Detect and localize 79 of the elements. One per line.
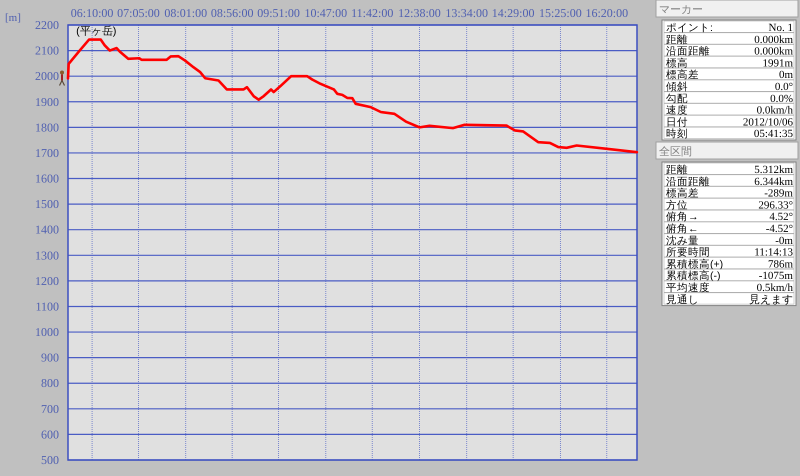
text: 累積標高(+) (666, 257, 724, 270)
y-tick-label: 1900 (35, 94, 59, 109)
text: 4.52° (769, 211, 793, 224)
text: 6.344km (754, 176, 794, 188)
y-tick-label: 2200 (35, 18, 59, 32)
y-tick-label: 900 (41, 350, 59, 365)
text: 0.0% (770, 92, 793, 105)
text: 時刻 (666, 127, 688, 140)
text: 方位 (666, 198, 688, 212)
text: 俯角→ (666, 210, 698, 224)
text: 距離 (666, 34, 688, 46)
text: 日付 (666, 116, 688, 128)
text: 速度 (666, 104, 688, 117)
text: 累積標高(-) (666, 269, 720, 282)
y-tick-label: 1600 (35, 172, 59, 186)
text: -1075m (758, 270, 794, 282)
x-tick-label: 16:20:00 (585, 6, 628, 20)
text: 2012/10/06 (742, 116, 794, 128)
text: 見えます (749, 294, 793, 306)
y-tick-label: 2100 (35, 44, 59, 58)
y-tick-label: 2000 (35, 69, 59, 84)
text: 見通し (666, 292, 699, 306)
text: 勾配 (666, 92, 688, 105)
text: -4.52° (766, 223, 793, 235)
text: 沿面距離 (666, 46, 710, 58)
text: -0m (775, 234, 794, 247)
y-tick-label: 1200 (35, 274, 59, 288)
x-tick-label: 14:29:00 (492, 6, 534, 20)
text: 標高 (666, 56, 688, 70)
text: ポイント: (666, 22, 713, 34)
y-tick-label: 1100 (35, 299, 59, 314)
x-tick-label: 10:47:00 (304, 6, 348, 20)
text: -289m (764, 188, 794, 200)
text: 1991m (762, 57, 794, 70)
y-tick-label: 1000 (35, 325, 59, 340)
x-tick-label: 06:10:00 (70, 6, 114, 20)
y-axis-title: [m] (5, 12, 21, 24)
y-tick-label: 1800 (35, 120, 59, 134)
text: 標高差 (666, 186, 699, 200)
text: 786m (768, 258, 794, 270)
text: 所要時間 (666, 246, 710, 259)
text: 全区間 (659, 146, 692, 158)
y-tick-label: 700 (41, 402, 59, 416)
text: 5.312km (754, 164, 794, 176)
text: No. 1 (768, 22, 793, 34)
x-tick-label: 09:51:00 (257, 6, 300, 20)
x-tick-label: 07:05:00 (117, 6, 160, 20)
y-tick-label: 1400 (35, 222, 59, 237)
text: マーカー (659, 4, 703, 16)
annotation: (平ヶ岳) (76, 24, 116, 38)
y-tick-label: 500 (41, 453, 59, 467)
text: 平均速度 (666, 281, 710, 294)
text: 0.0km/h (756, 104, 794, 117)
x-tick-label: 13:34:00 (445, 6, 488, 20)
x-tick-label: 11:42:00 (351, 6, 394, 20)
line-series (66, 38, 638, 154)
text: 11:14:13 (754, 246, 794, 259)
text: 296.33° (758, 199, 793, 212)
text: 俯角← (666, 222, 698, 235)
text: 0.5km/h (756, 282, 794, 294)
y-tick-label: 800 (41, 376, 59, 390)
text: 0m (778, 69, 794, 82)
x-tick-label: 12:38:00 (398, 6, 441, 20)
y-tick-label: 600 (41, 427, 59, 442)
y-tick-label: 1300 (35, 248, 59, 262)
text: 傾斜 (666, 81, 688, 93)
y-tick-label: 1500 (35, 197, 59, 212)
text: 0.000km (754, 34, 794, 46)
y-tick-label: 1700 (35, 146, 59, 160)
text: 距離 (666, 164, 688, 176)
x-tick-label: 08:56:00 (210, 6, 254, 20)
text: 0.000km (754, 46, 794, 58)
x-tick-label: 08:01:00 (164, 6, 208, 20)
x-tick-label: 15:25:00 (539, 6, 582, 20)
text: 05:41:35 (754, 128, 794, 140)
text: 標高差 (666, 68, 699, 82)
text: 0.0° (774, 81, 793, 93)
text: 沿面距離 (666, 176, 710, 188)
text: 沈み量 (666, 234, 699, 247)
